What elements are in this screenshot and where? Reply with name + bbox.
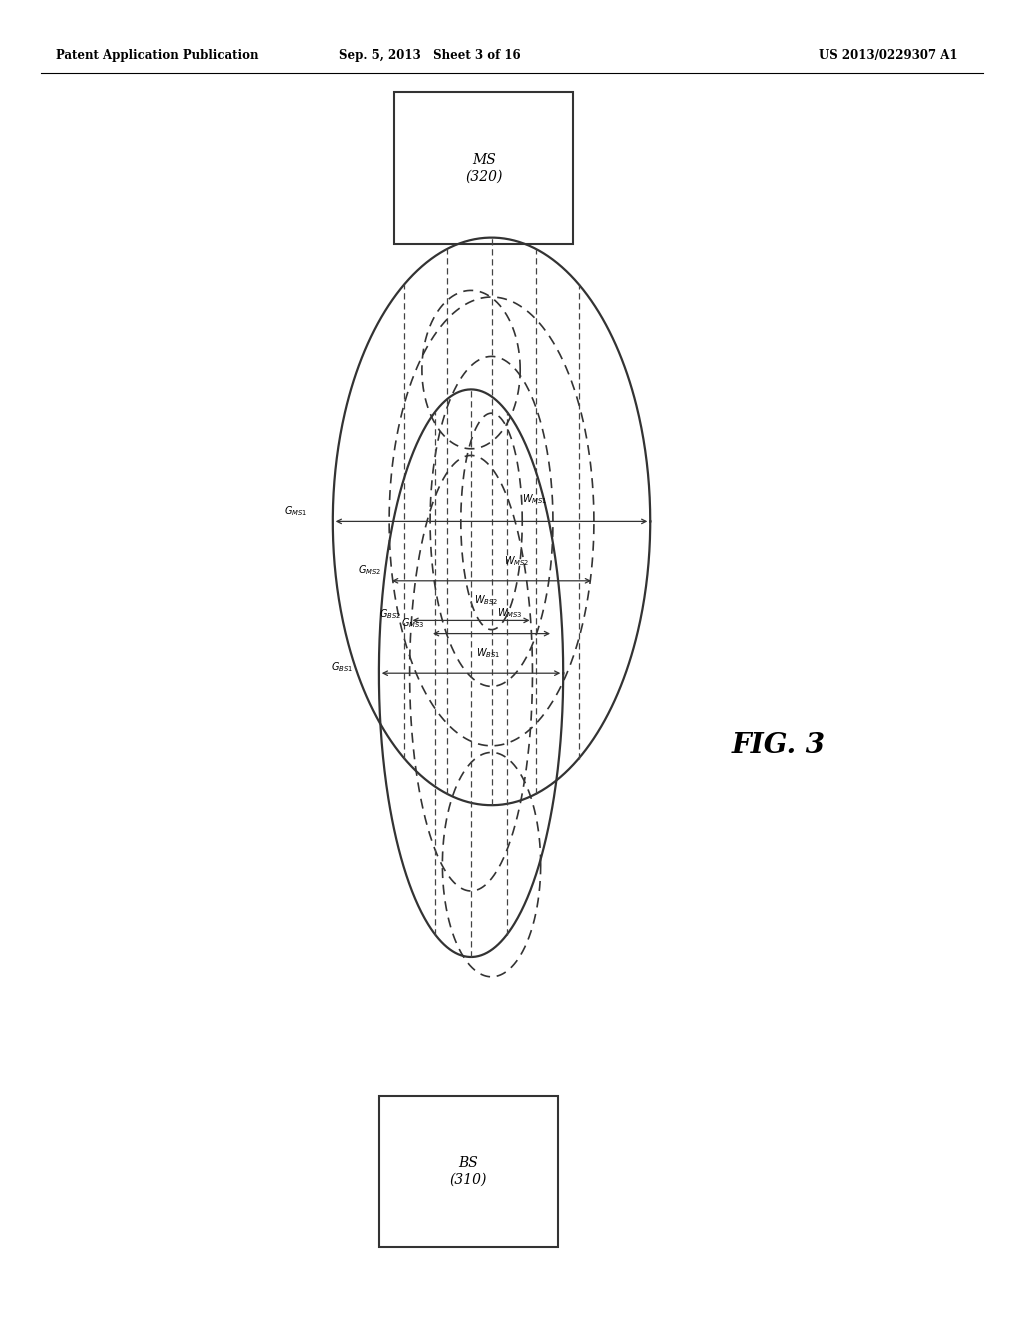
Text: $W_{MS3}$: $W_{MS3}$ — [497, 607, 522, 620]
Text: $G_{MS2}$: $G_{MS2}$ — [357, 564, 381, 577]
Text: Sep. 5, 2013   Sheet 3 of 16: Sep. 5, 2013 Sheet 3 of 16 — [339, 49, 521, 62]
Text: MS
(320): MS (320) — [465, 153, 503, 183]
Text: $W_{BS1}$: $W_{BS1}$ — [476, 647, 501, 660]
Bar — [379, 1096, 558, 1247]
Text: $G_{MS1}$: $G_{MS1}$ — [284, 504, 307, 517]
Text: Patent Application Publication: Patent Application Publication — [56, 49, 259, 62]
Text: $G_{BS2}$: $G_{BS2}$ — [379, 607, 401, 620]
Text: US 2013/0229307 A1: US 2013/0229307 A1 — [819, 49, 957, 62]
Text: BS
(310): BS (310) — [450, 1156, 487, 1187]
Text: FIG. 3: FIG. 3 — [731, 733, 825, 759]
Text: $G_{MS3}$: $G_{MS3}$ — [401, 616, 425, 630]
Text: $G_{BS1}$: $G_{BS1}$ — [331, 660, 353, 673]
Bar — [394, 92, 573, 244]
Text: $W_{MS1}$: $W_{MS1}$ — [522, 492, 548, 506]
Text: $W_{BS2}$: $W_{BS2}$ — [474, 594, 499, 607]
Text: $W_{MS2}$: $W_{MS2}$ — [504, 554, 529, 568]
